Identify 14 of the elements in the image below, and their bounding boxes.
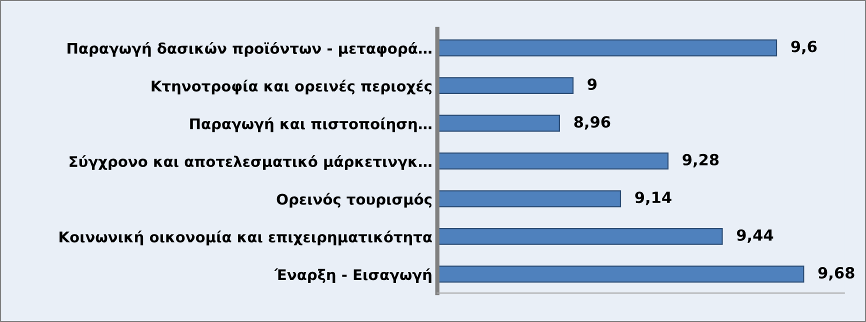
data-label: 9 (588, 78, 597, 90)
data-label: 9,28 (682, 154, 719, 168)
data-label: 8,96 (574, 116, 610, 130)
y-tick-label: Παραγωγή και πιστοποίηση… (190, 117, 432, 132)
y-tick-label: Κοινωνική οικονομία και επιχειρηματικότητα (60, 230, 432, 246)
y-tick-label: Παραγωγή δασικών προϊόντων - μεταφορά… (68, 42, 432, 57)
data-label: 9,6 (791, 40, 817, 54)
data-label: 9,14 (635, 192, 672, 206)
y-tick-label: Έναρξη - Εισαγωγή (274, 268, 432, 284)
data-label: 9,44 (736, 229, 774, 243)
y-tick-label: Ορεινός τουρισμός (276, 192, 432, 208)
data-label: 9,68 (818, 267, 854, 281)
y-tick-label: Κτηνοτροφία και ορεινές περιοχές (152, 80, 432, 94)
y-tick-label: Σύγχρονο και αποτελεσματικό μάρκετινγκ… (70, 155, 432, 170)
